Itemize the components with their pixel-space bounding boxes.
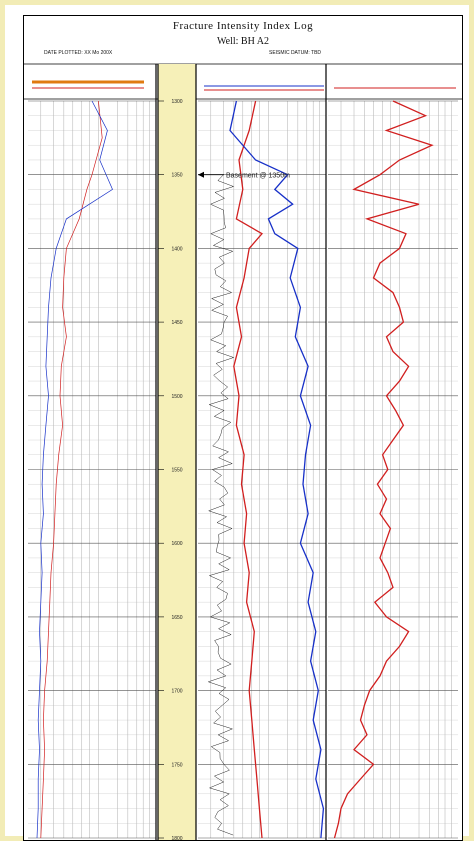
callout-label: Basement @ 1350m	[226, 173, 290, 180]
depth-tick-label: 1350	[171, 173, 182, 179]
t3-fracture-trace	[207, 174, 235, 836]
date-plotted: DATE PLOTTED: XX Mo 200X	[44, 50, 113, 56]
well-name: Well: BH A2	[217, 36, 269, 47]
t3-series-red-0	[233, 100, 264, 839]
t1-series-red-0	[40, 100, 103, 839]
t1-series-blue-1	[36, 100, 113, 839]
t3-series-blue-1	[229, 100, 325, 839]
depth-tick-label: 1550	[171, 468, 182, 474]
depth-tick-label: 1450	[171, 320, 182, 326]
fracture-log-chart: 1300 1350 1400 1450 1500 1550 1600 1650 1700 1750…	[24, 63, 462, 840]
depth-tick-label: 1400	[171, 246, 182, 252]
depth-tick-label: 1700	[171, 689, 182, 695]
log-title: Fracture Intensity Index Log	[172, 20, 314, 32]
depth-tick-label: 1600	[171, 541, 182, 547]
depth-track-band	[158, 64, 196, 840]
depth-tick-label: 1650	[171, 615, 182, 621]
depth-tick-label: 1750	[171, 762, 182, 768]
t4-series-red-0	[333, 100, 434, 839]
log-sheet: Fracture Intensity Index Log Well: BH A2…	[23, 15, 463, 841]
depth-tick-label: 1800	[171, 836, 182, 840]
callout-arrowhead	[198, 171, 204, 178]
depth-tick-label: 1500	[171, 394, 182, 400]
depth-tick-label: 1300	[171, 99, 182, 105]
header-note: SEISMIC DATUM: TBD	[269, 50, 322, 56]
